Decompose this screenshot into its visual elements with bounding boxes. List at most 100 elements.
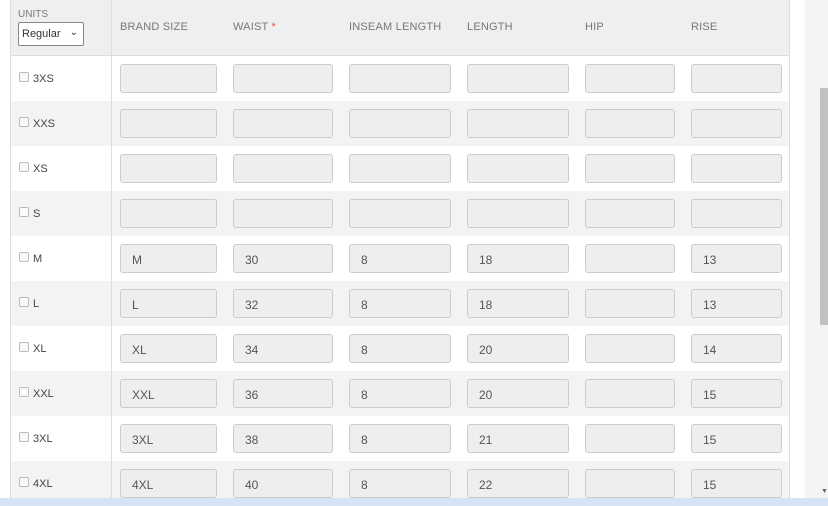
inseam-length-input[interactable] bbox=[349, 154, 451, 183]
waist-input[interactable]: 36 bbox=[233, 379, 333, 408]
inseam-length-input[interactable]: 8 bbox=[349, 289, 451, 318]
size-checkbox[interactable] bbox=[19, 207, 29, 217]
size-checkbox[interactable] bbox=[19, 477, 29, 487]
brand-size-input[interactable]: 4XL bbox=[120, 469, 217, 498]
units-select[interactable]: Regular ⌄ bbox=[18, 22, 84, 46]
size-label: M bbox=[33, 253, 43, 265]
inseam-length-input[interactable] bbox=[349, 64, 451, 93]
size-checkbox[interactable] bbox=[19, 297, 29, 307]
header-inseam-length: INSEAM LENGTH bbox=[349, 21, 442, 33]
table-row: XS bbox=[11, 146, 789, 191]
hip-input[interactable] bbox=[585, 154, 675, 183]
table-row: M M 30 8 18 13 bbox=[11, 236, 789, 281]
rise-input[interactable] bbox=[691, 109, 782, 138]
hip-input[interactable] bbox=[585, 64, 675, 93]
waist-input[interactable]: 40 bbox=[233, 469, 333, 498]
waist-input[interactable]: 34 bbox=[233, 334, 333, 363]
size-checkbox[interactable] bbox=[19, 117, 29, 127]
length-input[interactable]: 21 bbox=[467, 424, 569, 453]
header-brand-size: BRAND SIZE bbox=[120, 21, 189, 33]
hip-input[interactable] bbox=[585, 109, 675, 138]
length-input[interactable] bbox=[467, 64, 569, 93]
rise-input[interactable]: 13 bbox=[691, 289, 782, 318]
table-row: XL XL 34 8 20 14 bbox=[11, 326, 789, 371]
size-label: 3XS bbox=[33, 73, 54, 85]
inseam-length-input[interactable]: 8 bbox=[349, 424, 451, 453]
waist-input[interactable] bbox=[233, 64, 333, 93]
table-row: XXL XXL 36 8 20 15 bbox=[11, 371, 789, 416]
hip-input[interactable] bbox=[585, 244, 675, 273]
length-input[interactable]: 18 bbox=[467, 289, 569, 318]
table-row: S bbox=[11, 191, 789, 236]
scrollbar[interactable]: ▼ bbox=[805, 0, 828, 498]
size-checkbox[interactable] bbox=[19, 387, 29, 397]
brand-size-input[interactable]: L bbox=[120, 289, 217, 318]
size-checkbox[interactable] bbox=[19, 432, 29, 442]
size-chart-table: UNITS Regular ⌄ BRAND SIZE WAIST * INSEAM… bbox=[10, 0, 790, 498]
brand-size-input[interactable] bbox=[120, 64, 217, 93]
brand-size-input[interactable]: M bbox=[120, 244, 217, 273]
length-input[interactable] bbox=[467, 154, 569, 183]
rise-input[interactable]: 15 bbox=[691, 424, 782, 453]
brand-size-input[interactable] bbox=[120, 154, 217, 183]
waist-input[interactable]: 38 bbox=[233, 424, 333, 453]
inseam-length-input[interactable]: 8 bbox=[349, 334, 451, 363]
rise-input[interactable]: 13 bbox=[691, 244, 782, 273]
size-checkbox[interactable] bbox=[19, 252, 29, 262]
inseam-length-input[interactable]: 8 bbox=[349, 244, 451, 273]
inseam-length-input[interactable] bbox=[349, 199, 451, 228]
length-input[interactable] bbox=[467, 109, 569, 138]
hip-input[interactable] bbox=[585, 199, 675, 228]
size-label: 4XL bbox=[33, 478, 53, 490]
table-row: 4XL 4XL 40 8 22 15 bbox=[11, 461, 789, 498]
rise-input[interactable]: 15 bbox=[691, 379, 782, 408]
size-label: XXS bbox=[33, 118, 56, 130]
units-label: UNITS bbox=[18, 9, 48, 20]
inseam-length-input[interactable] bbox=[349, 109, 451, 138]
length-input[interactable]: 20 bbox=[467, 379, 569, 408]
chevron-down-icon: ⌄ bbox=[69, 27, 78, 38]
header-length: LENGTH bbox=[467, 21, 513, 33]
length-input[interactable]: 20 bbox=[467, 334, 569, 363]
brand-size-input[interactable]: XXL bbox=[120, 379, 217, 408]
size-label: XL bbox=[33, 343, 47, 355]
table-row: 3XS bbox=[11, 56, 789, 101]
brand-size-input[interactable]: XL bbox=[120, 334, 217, 363]
rise-input[interactable] bbox=[691, 199, 782, 228]
table-row: L L 32 8 18 13 bbox=[11, 281, 789, 326]
size-label: XXL bbox=[33, 388, 54, 400]
rise-input[interactable] bbox=[691, 64, 782, 93]
waist-input[interactable] bbox=[233, 109, 333, 138]
rise-input[interactable] bbox=[691, 154, 782, 183]
length-input[interactable]: 18 bbox=[467, 244, 569, 273]
table-header: UNITS Regular ⌄ BRAND SIZE WAIST * INSEAM… bbox=[11, 0, 789, 56]
brand-size-input[interactable]: 3XL bbox=[120, 424, 217, 453]
hip-input[interactable] bbox=[585, 379, 675, 408]
waist-input[interactable] bbox=[233, 154, 333, 183]
rise-input[interactable]: 15 bbox=[691, 469, 782, 498]
waist-input[interactable]: 32 bbox=[233, 289, 333, 318]
waist-input[interactable]: 30 bbox=[233, 244, 333, 273]
hip-input[interactable] bbox=[585, 289, 675, 318]
hip-input[interactable] bbox=[585, 469, 675, 498]
scroll-down-arrow-icon[interactable]: ▼ bbox=[821, 488, 828, 495]
size-label: S bbox=[33, 208, 41, 220]
hip-input[interactable] bbox=[585, 424, 675, 453]
waist-input[interactable] bbox=[233, 199, 333, 228]
rise-input[interactable]: 14 bbox=[691, 334, 782, 363]
hip-input[interactable] bbox=[585, 334, 675, 363]
size-checkbox[interactable] bbox=[19, 72, 29, 82]
size-label: L bbox=[33, 298, 40, 310]
scrollbar-thumb[interactable] bbox=[820, 88, 828, 325]
size-label: 3XL bbox=[33, 433, 53, 445]
size-checkbox[interactable] bbox=[19, 162, 29, 172]
inseam-length-input[interactable]: 8 bbox=[349, 379, 451, 408]
brand-size-input[interactable] bbox=[120, 199, 217, 228]
brand-size-input[interactable] bbox=[120, 109, 217, 138]
inseam-length-input[interactable]: 8 bbox=[349, 469, 451, 498]
length-input[interactable]: 22 bbox=[467, 469, 569, 498]
size-checkbox[interactable] bbox=[19, 342, 29, 352]
table-row: 3XL 3XL 38 8 21 15 bbox=[11, 416, 789, 461]
column-divider bbox=[111, 0, 112, 498]
length-input[interactable] bbox=[467, 199, 569, 228]
